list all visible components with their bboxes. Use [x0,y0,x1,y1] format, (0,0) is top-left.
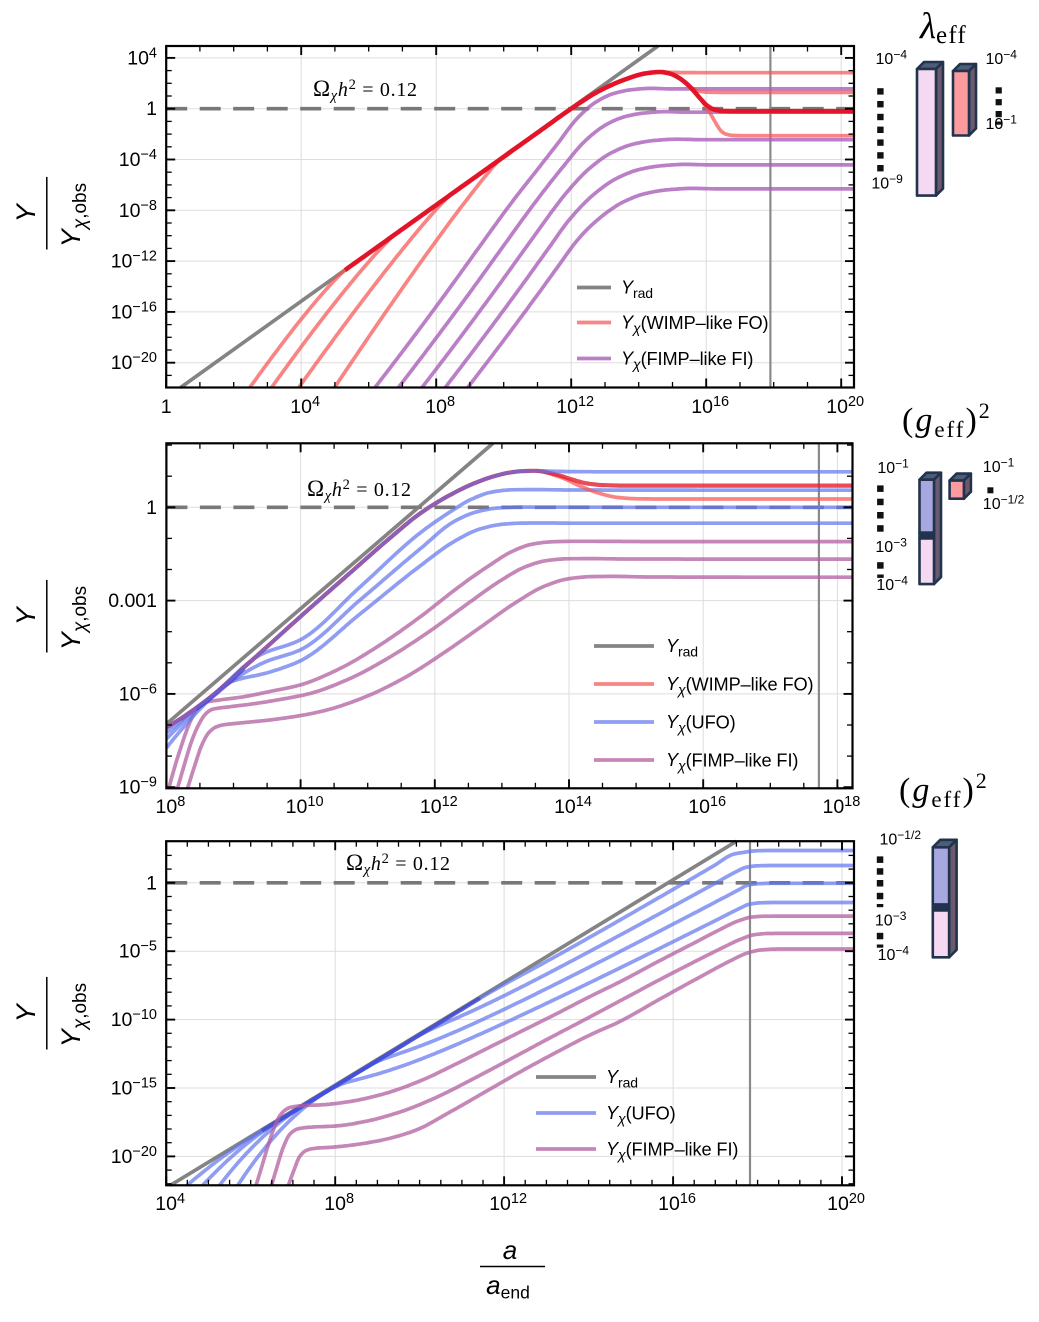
svg-text:1014: 1014 [554,794,592,818]
svg-text:Yχ(FIMP–like FI): Yχ(FIMP–like FI) [666,750,798,774]
svg-text:10−10: 10−10 [111,1007,157,1031]
svg-text:Yχ,obs: Yχ,obs [56,983,91,1047]
svg-text:1: 1 [146,497,157,519]
svg-text:1010: 1010 [286,794,324,818]
svg-text:10−3: 10−3 [875,535,907,556]
svg-text:Yχ(UFO): Yχ(UFO) [606,1103,676,1127]
svg-text:1016: 1016 [658,1191,696,1215]
svg-text:1020: 1020 [826,394,864,418]
svg-text:10−9: 10−9 [871,172,903,193]
svg-text:10−4: 10−4 [876,48,908,69]
svg-text:108: 108 [425,394,455,418]
svg-text:10−9: 10−9 [119,775,157,799]
svg-text:Yχ(FIMP–like FI): Yχ(FIMP–like FI) [621,349,753,373]
svg-text:1016: 1016 [688,794,726,818]
svg-text:aend: aend [486,1270,530,1303]
svg-text:104: 104 [155,1191,185,1215]
svg-text:108: 108 [324,1191,354,1215]
svg-text:Yχ(WIMP–like FO): Yχ(WIMP–like FO) [666,674,814,698]
svg-text:Yχ,obs: Yχ,obs [56,586,91,650]
svg-text:10−4: 10−4 [878,944,910,965]
svg-text:104: 104 [290,394,320,418]
svg-text:Y: Y [11,1002,41,1022]
svg-text:10−1: 10−1 [983,456,1015,477]
svg-text:10−5: 10−5 [119,939,157,963]
svg-text:10−20: 10−20 [111,350,157,374]
svg-text:Yrad: Yrad [606,1067,638,1091]
svg-text:(geff)2: (geff)2 [902,398,992,442]
svg-text:10−6: 10−6 [119,681,157,705]
svg-text:10−4: 10−4 [876,573,908,594]
svg-text:10−1: 10−1 [986,113,1018,134]
svg-text:a: a [503,1235,517,1265]
svg-text:Yrad: Yrad [666,636,698,660]
svg-text:10−4: 10−4 [119,147,157,171]
svg-text:Ωχh2 = 0.12: Ωχh2 = 0.12 [346,850,451,878]
svg-text:0.001: 0.001 [108,590,157,612]
svg-text:10−4: 10−4 [986,48,1018,69]
svg-text:Yχ(UFO): Yχ(UFO) [666,712,736,736]
svg-text:104: 104 [127,45,157,69]
svg-text:Ωχh2 = 0.12: Ωχh2 = 0.12 [313,76,418,104]
svg-text:Yχ,obs: Yχ,obs [56,183,91,247]
svg-text:10−3: 10−3 [875,909,907,930]
svg-text:1012: 1012 [556,394,594,418]
svg-text:1018: 1018 [822,794,860,818]
svg-text:1: 1 [146,98,157,120]
svg-text:1: 1 [161,396,172,418]
svg-text:10−20: 10−20 [111,1144,157,1168]
svg-text:108: 108 [156,794,186,818]
svg-text:1020: 1020 [827,1191,865,1215]
svg-text:Y: Y [11,605,41,625]
svg-text:Yχ(WIMP–like FO): Yχ(WIMP–like FO) [621,313,769,337]
svg-text:1016: 1016 [691,394,729,418]
svg-text:Yrad: Yrad [621,278,653,302]
svg-text:(geff)2: (geff)2 [899,768,989,812]
svg-text:1012: 1012 [489,1191,527,1215]
svg-text:10−12: 10−12 [111,249,157,273]
svg-text:10−1/2: 10−1/2 [983,493,1025,513]
svg-text:Yχ(FIMP–like FI): Yχ(FIMP–like FI) [606,1139,738,1163]
svg-text:1: 1 [146,872,157,894]
svg-text:10−15: 10−15 [111,1076,157,1100]
svg-text:Ωχh2 = 0.12: Ωχh2 = 0.12 [307,476,412,504]
svg-text:Y: Y [11,202,41,222]
svg-text:λeff: λeff [919,6,967,49]
svg-text:10−16: 10−16 [111,299,157,323]
svg-text:10−1: 10−1 [877,457,909,478]
svg-text:10−8: 10−8 [119,198,157,222]
svg-text:10−1/2: 10−1/2 [880,828,922,849]
svg-text:1012: 1012 [420,794,458,818]
